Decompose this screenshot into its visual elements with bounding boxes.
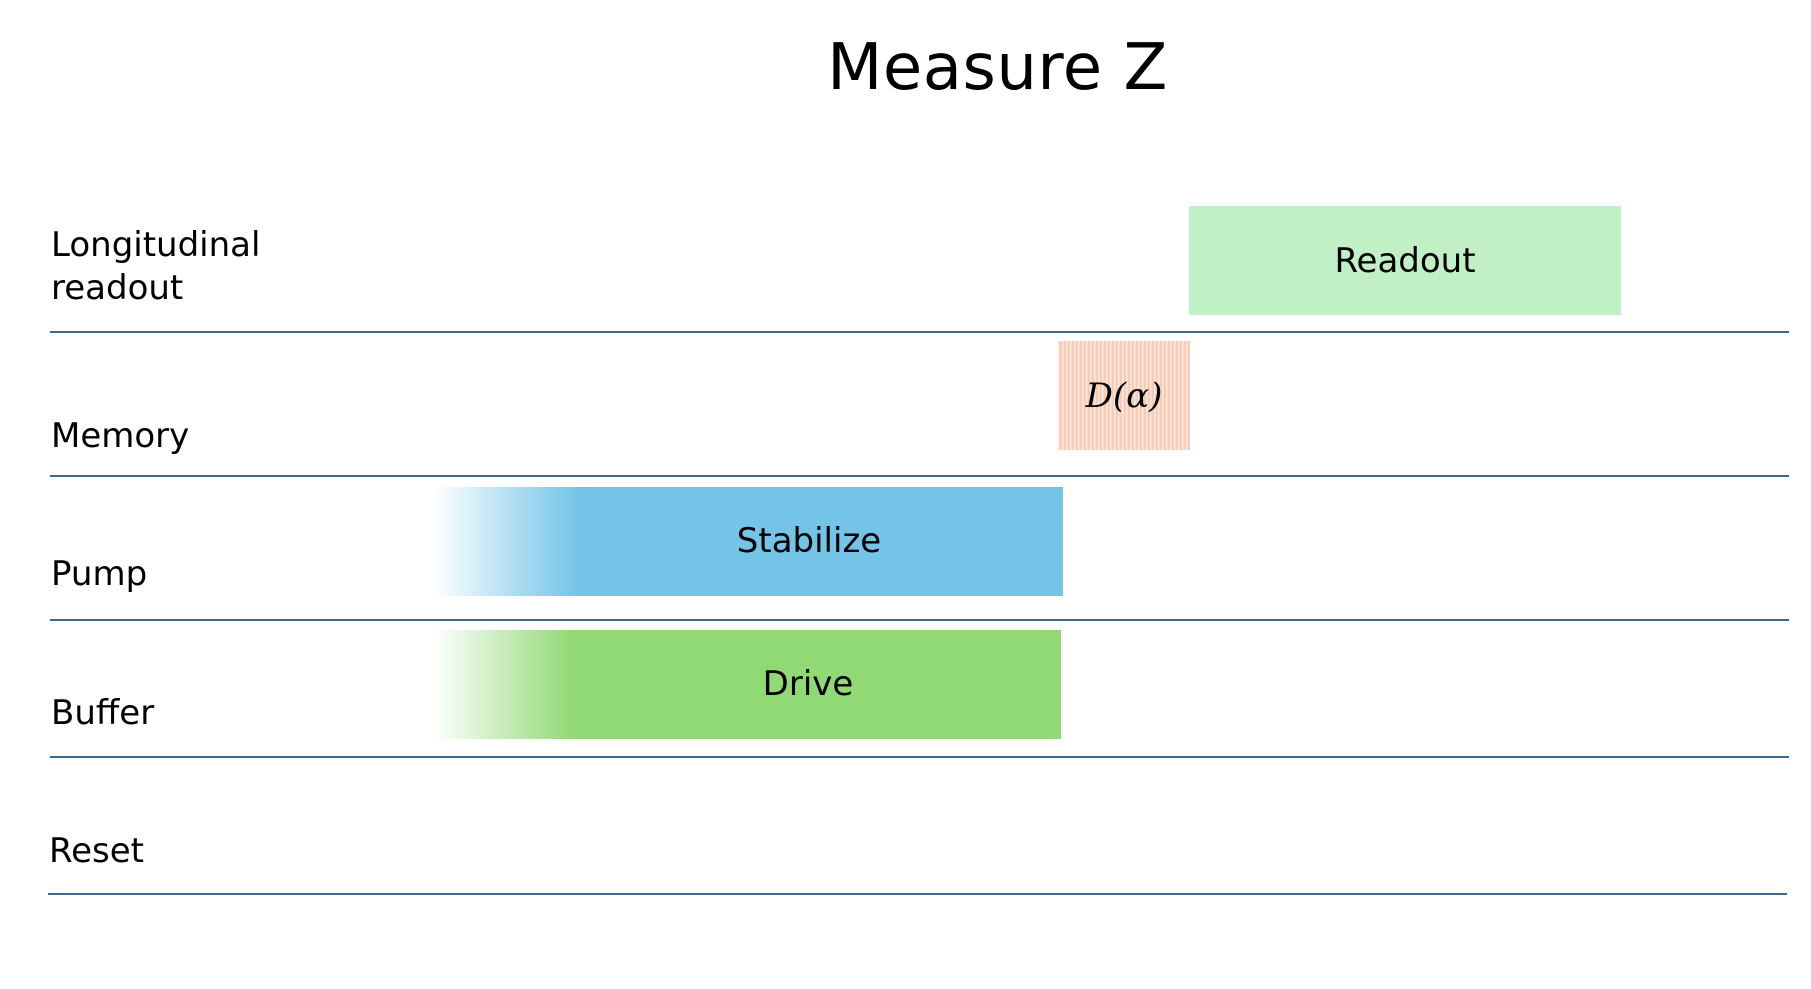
drive-pulse-label: Drive xyxy=(762,664,854,704)
readout-pulse-block: Readout xyxy=(1189,206,1621,315)
lane-divider-reset xyxy=(48,893,1787,895)
lane-divider-buffer xyxy=(50,756,1789,758)
stabilize-pulse-label: Stabilize xyxy=(736,521,882,561)
stabilize-pulse-block: Stabilize xyxy=(434,487,1063,596)
readout-pulse-label: Readout xyxy=(1334,240,1476,281)
lane-divider-pump xyxy=(50,619,1789,621)
lane-label-pump: Pump xyxy=(51,554,148,594)
displacement-pulse-label: D(α) xyxy=(1085,375,1163,416)
lane-label-longitudinal-readout: Longitudinal readout xyxy=(51,224,260,310)
displacement-pulse-block: D(α) xyxy=(1058,341,1190,450)
lane-label-reset: Reset xyxy=(49,831,144,871)
lane-divider-memory xyxy=(50,475,1789,477)
drive-pulse-block: Drive xyxy=(434,630,1061,739)
lane-label-line-2: readout xyxy=(51,268,184,308)
diagram-title: Measure Z xyxy=(827,31,1168,105)
lane-label-memory: Memory xyxy=(51,416,190,456)
lane-label-line-1: Longitudinal xyxy=(51,225,261,265)
lane-divider-longitudinal-readout xyxy=(50,331,1789,333)
lane-label-buffer: Buffer xyxy=(51,693,155,733)
